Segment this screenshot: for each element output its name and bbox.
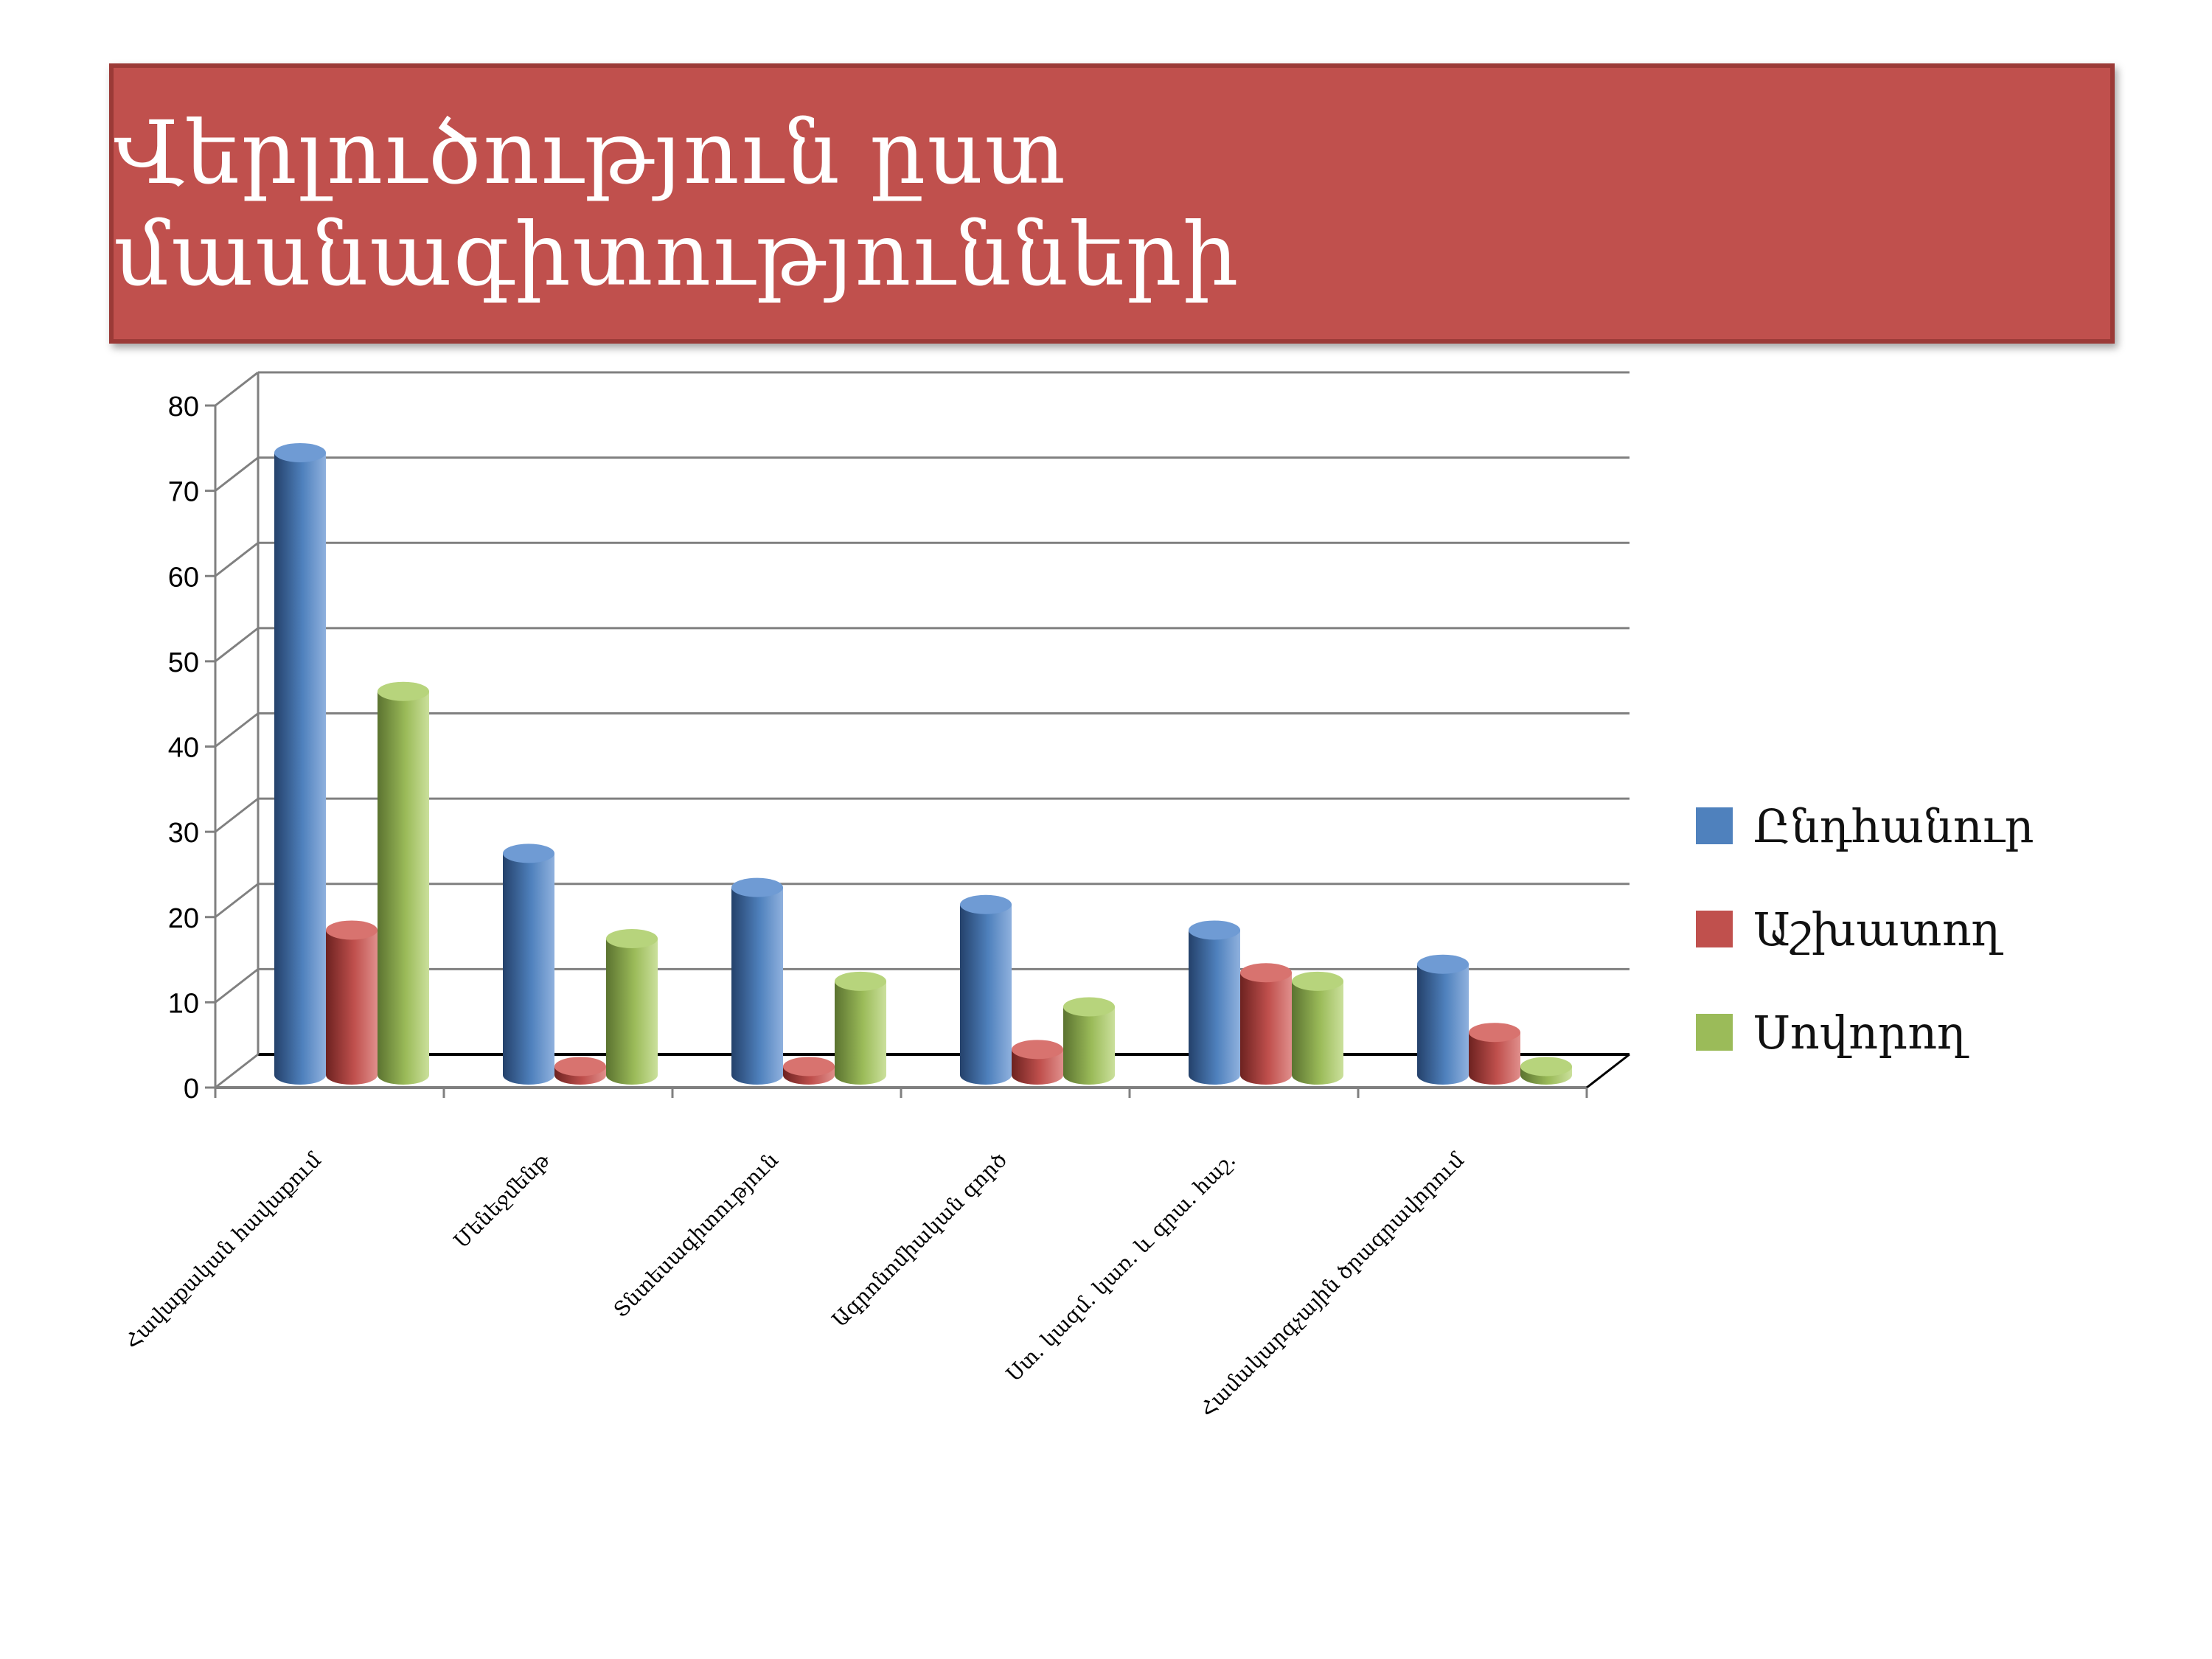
gridline-diagonal [215, 542, 259, 577]
bar [1012, 1040, 1063, 1085]
bar-top [1012, 1040, 1063, 1060]
bar [783, 1057, 835, 1085]
bar-body [326, 930, 378, 1075]
bar-top [554, 1057, 606, 1077]
legend-swatch-studying [1696, 1014, 1733, 1051]
legend-label-studying: Սովորող [1753, 1005, 1966, 1060]
category-label: Ստ. կազմ. կառ. և գրա. հաշ. [1001, 1148, 1240, 1387]
bar [731, 877, 783, 1085]
legend-label-total: Ընդհանուր [1753, 799, 2034, 853]
legend-item-total: Ընդհանուր [1696, 774, 2034, 877]
bar-top [731, 877, 783, 897]
y-tick-label: 70 [168, 477, 199, 508]
gridline-diagonal [215, 371, 259, 407]
y-tick-label: 0 [184, 1074, 199, 1105]
bar-body [960, 904, 1012, 1075]
y-tick-label: 40 [168, 733, 199, 764]
category-label: Համակարգչային ծրագրավորում [1194, 1147, 1469, 1422]
bar-body [606, 939, 658, 1075]
bar-body [378, 691, 429, 1075]
gridline-diagonal [215, 968, 259, 1004]
gridline-diagonal [215, 456, 259, 492]
bar-body [835, 981, 886, 1075]
legend-item-studying: Սովորող [1696, 981, 2034, 1084]
bar [378, 681, 429, 1085]
category-label-layer: Հավաքական հավաքում Մենեջմենթ Տնտեսագիտությ… [119, 1147, 1469, 1422]
bar-top [1063, 997, 1115, 1017]
bar-top [960, 894, 1012, 914]
bar [835, 971, 886, 1085]
bar-body [1063, 1006, 1115, 1075]
bar-top [1417, 954, 1469, 974]
legend-swatch-working [1696, 911, 1733, 947]
bar [1469, 1023, 1520, 1085]
bar [1417, 954, 1469, 1085]
bar-top [274, 442, 326, 462]
y-tick-label: 10 [168, 988, 199, 1019]
gridline-diagonal [215, 712, 259, 748]
gridline-diagonal [215, 1053, 259, 1089]
legend-label-working: Աշխատող [1753, 902, 2001, 956]
legend-item-working: Աշխատող [1696, 877, 2034, 981]
bar [606, 929, 658, 1085]
bar [1292, 971, 1343, 1085]
y-tick-label: 60 [168, 562, 199, 593]
y-tick-label: 20 [168, 903, 199, 934]
category-label: Տնտեսագիտություն [608, 1147, 783, 1322]
category-label: Մենեջմենթ [449, 1147, 555, 1253]
floor-right-edge [1586, 1053, 1630, 1089]
bar-body [1417, 964, 1469, 1075]
bar-top [378, 681, 429, 701]
bar [1189, 920, 1240, 1085]
bar-top [1292, 971, 1343, 991]
bar [1520, 1057, 1572, 1085]
bar-top [1520, 1057, 1572, 1077]
bar [503, 844, 554, 1085]
category-label: Ագրոնոմիական գործ [827, 1148, 1012, 1332]
gridline-diagonal [215, 627, 259, 663]
bar-layer [274, 442, 1572, 1085]
legend: Ընդհանուր Աշխատող Սովորող [1696, 774, 2034, 1084]
legend-swatch-total [1696, 807, 1733, 844]
bar [554, 1057, 606, 1085]
bar-top [783, 1057, 835, 1077]
bar-top [606, 929, 658, 948]
gridline-diagonal [215, 883, 259, 918]
bar-top [1469, 1023, 1520, 1043]
bar-top [1240, 963, 1292, 983]
y-tick-layer: 0 10 20 30 40 50 60 70 80 [168, 392, 1588, 1105]
bar-body [1240, 973, 1292, 1075]
bar [1240, 963, 1292, 1085]
bar-top [835, 971, 886, 991]
bar-top [1189, 920, 1240, 940]
bar-body [503, 853, 554, 1075]
y-tick-label: 30 [168, 818, 199, 849]
bar [1063, 997, 1115, 1085]
bar [274, 442, 326, 1085]
title-banner: Վերլուծություն ըստ մասնագիտությունների [109, 63, 2115, 344]
gridline-diagonal [215, 797, 259, 833]
category-label: Հավաքական հավաքում [119, 1147, 326, 1354]
bar-top [503, 844, 554, 863]
bar [960, 894, 1012, 1085]
bar-body [1292, 981, 1343, 1075]
y-tick-label: 50 [168, 647, 199, 678]
bar-body [1189, 930, 1240, 1075]
bar-body [274, 452, 326, 1075]
y-tick-label: 80 [168, 392, 199, 422]
bar-top [326, 920, 378, 940]
chart-title: Վերլուծություն ըստ մասնագիտությունների [114, 102, 1240, 305]
bar [326, 920, 378, 1085]
bar-body [731, 887, 783, 1075]
